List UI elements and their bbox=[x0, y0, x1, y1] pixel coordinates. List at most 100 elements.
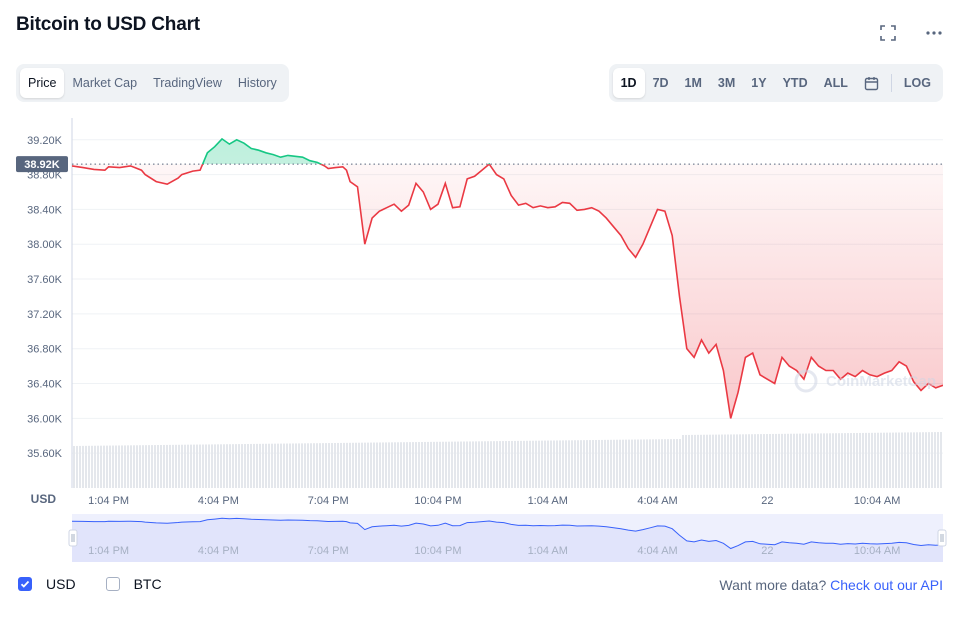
range-all[interactable]: ALL bbox=[823, 76, 848, 90]
navigator-handle-left[interactable] bbox=[68, 529, 78, 547]
volume-bar bbox=[418, 442, 420, 488]
volume-bar bbox=[181, 444, 183, 488]
volume-bar bbox=[502, 441, 504, 488]
volume-bar bbox=[568, 440, 570, 488]
volume-bar bbox=[175, 444, 177, 488]
api-link[interactable]: Check out our API bbox=[830, 577, 943, 593]
volume-bar bbox=[745, 434, 747, 488]
price-chart[interactable]: 39.20K 38.80K 38.40K 38.00K 37.60K 37.20K 36.8… bbox=[0, 0, 973, 570]
volume-bar bbox=[544, 440, 546, 488]
volume-bar bbox=[220, 444, 222, 488]
tab-price[interactable]: Price bbox=[20, 68, 65, 98]
volume-bar bbox=[304, 443, 306, 488]
more-icon[interactable] bbox=[925, 24, 943, 42]
range-ytd[interactable]: YTD bbox=[782, 76, 808, 90]
range-1d[interactable]: 1D bbox=[612, 68, 645, 98]
volume-bar bbox=[307, 443, 309, 488]
volume-bar bbox=[391, 442, 393, 488]
volume-bar bbox=[478, 441, 480, 488]
volume-bar bbox=[592, 440, 594, 488]
volume-bar bbox=[757, 434, 759, 488]
volume-bar bbox=[577, 440, 579, 488]
navigator-handle-right[interactable] bbox=[937, 529, 947, 547]
volume-bar bbox=[277, 443, 279, 488]
volume-bar bbox=[310, 443, 312, 488]
volume-bar bbox=[496, 441, 498, 488]
volume-bar bbox=[196, 444, 198, 488]
volume-bar bbox=[388, 442, 390, 488]
volume-bar bbox=[289, 443, 291, 488]
volume-bar bbox=[565, 440, 567, 488]
volume-bar bbox=[85, 445, 87, 488]
volume-bar bbox=[583, 440, 585, 488]
volume-bar bbox=[301, 443, 303, 488]
watermark-logo bbox=[794, 369, 818, 393]
volume-bar bbox=[727, 434, 729, 488]
volume-bar bbox=[844, 433, 846, 488]
volume-bar bbox=[739, 434, 741, 488]
volume-bar bbox=[694, 434, 696, 488]
volume-bar bbox=[589, 440, 591, 488]
volume-bar bbox=[199, 444, 201, 488]
volume-bar bbox=[298, 443, 300, 488]
volume-bar bbox=[670, 439, 672, 488]
volume-bar bbox=[259, 443, 261, 488]
tab-history[interactable]: History bbox=[237, 76, 277, 90]
volume-bar bbox=[349, 442, 351, 488]
volume-bar bbox=[784, 433, 786, 488]
volume-bar bbox=[97, 445, 99, 488]
volume-bar bbox=[868, 432, 870, 488]
range-1y[interactable]: 1Y bbox=[751, 76, 767, 90]
tab-tradingview[interactable]: TradingView bbox=[153, 76, 222, 90]
range-1m[interactable]: 1M bbox=[684, 76, 702, 90]
log-toggle[interactable]: LOG bbox=[903, 76, 931, 90]
range-7d[interactable]: 7D bbox=[652, 76, 669, 90]
volume-bar bbox=[241, 444, 243, 488]
usd-checkbox[interactable] bbox=[18, 577, 32, 591]
volume-bar bbox=[637, 439, 639, 488]
volume-bar bbox=[712, 434, 714, 488]
volume-bar bbox=[541, 440, 543, 488]
volume-bar bbox=[421, 441, 423, 488]
range-tabs: 1D 7D 1M 3M 1Y YTD ALL LOG bbox=[608, 64, 943, 102]
volume-bar bbox=[664, 439, 666, 488]
volume-bar bbox=[355, 442, 357, 488]
volume-bar bbox=[697, 434, 699, 488]
volume-bar bbox=[658, 439, 660, 488]
volume-bar bbox=[265, 443, 267, 488]
volume-bar bbox=[469, 441, 471, 488]
volume-bar bbox=[766, 434, 768, 488]
x-tick-label: 1:04 PM bbox=[88, 495, 129, 507]
volume-bar bbox=[211, 444, 213, 488]
volume-bar bbox=[178, 444, 180, 488]
volume-bar bbox=[607, 439, 609, 488]
volume-bar bbox=[559, 440, 561, 488]
range-3m[interactable]: 3M bbox=[717, 76, 736, 90]
volume-bar bbox=[445, 441, 447, 488]
volume-bar bbox=[853, 433, 855, 488]
volume-bar bbox=[358, 442, 360, 488]
y-tick-label: 35.60K bbox=[27, 448, 63, 460]
volume-bar bbox=[886, 432, 888, 488]
volume-bar bbox=[595, 439, 597, 488]
calendar-icon[interactable] bbox=[856, 68, 887, 98]
volume-bar bbox=[364, 442, 366, 488]
volume-bar bbox=[442, 441, 444, 488]
usd-label: USD bbox=[46, 576, 76, 592]
btc-checkbox[interactable] bbox=[105, 577, 120, 591]
volume-bar bbox=[934, 432, 936, 488]
currency-axis-label: USD bbox=[31, 492, 57, 506]
volume-bar bbox=[106, 445, 108, 488]
volume-bar bbox=[679, 439, 681, 488]
volume-bar bbox=[625, 439, 627, 488]
volume-bar bbox=[328, 443, 330, 488]
volume-bar bbox=[865, 432, 867, 488]
volume-bar bbox=[376, 442, 378, 488]
fullscreen-icon[interactable] bbox=[879, 24, 897, 42]
volume-bar bbox=[682, 434, 684, 488]
volume-bar bbox=[769, 433, 771, 488]
volume-bar bbox=[136, 445, 138, 488]
tab-market-cap[interactable]: Market Cap bbox=[72, 76, 138, 90]
volume-bar bbox=[154, 445, 156, 488]
volume-bar bbox=[751, 434, 753, 488]
